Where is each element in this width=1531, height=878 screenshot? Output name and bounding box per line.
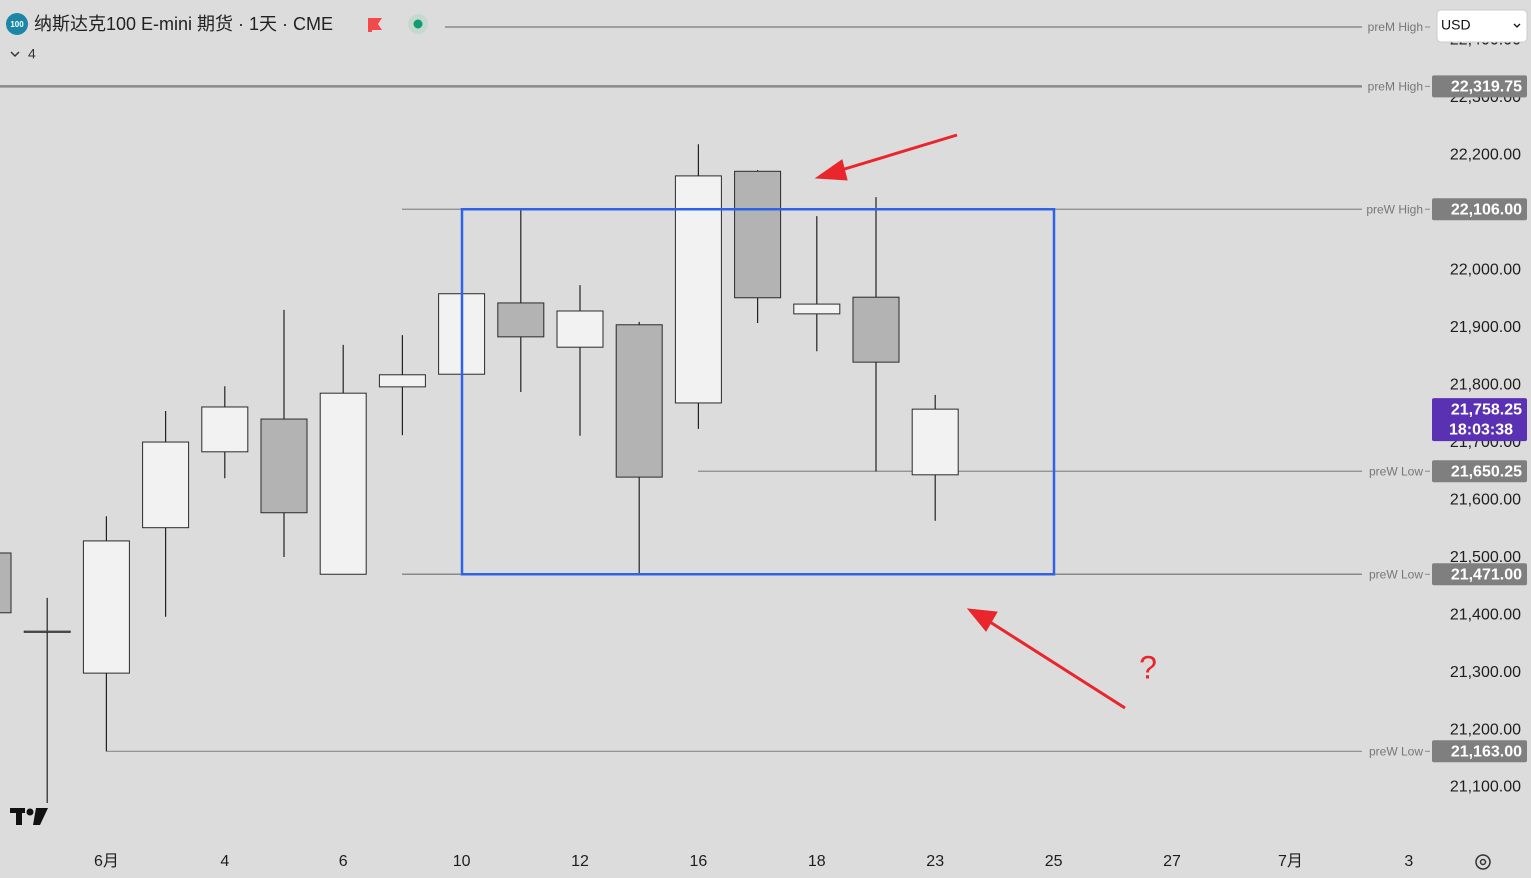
y-tick-label: 21,400.00 xyxy=(1450,606,1521,623)
y-tick-label: 21,300.00 xyxy=(1450,664,1521,681)
candle-body xyxy=(23,630,71,633)
level-name: preM High xyxy=(1368,20,1423,34)
level-price: 22,106.00 xyxy=(1451,201,1522,218)
level-name: preW Low xyxy=(1369,567,1423,581)
candle-body xyxy=(378,374,426,388)
candle-body xyxy=(260,418,308,514)
x-tick-label: 10 xyxy=(453,853,471,870)
candle-body xyxy=(142,441,190,529)
x-tick-label: 27 xyxy=(1163,853,1181,870)
range-box xyxy=(460,207,1056,576)
currency-label: USD xyxy=(1441,17,1471,33)
arrow xyxy=(837,133,958,173)
arrow xyxy=(989,620,1126,710)
level-price: 21,163.00 xyxy=(1451,744,1522,761)
chart-title: 纳斯达克100 E-mini 期货 · 1天 · CME xyxy=(34,14,333,34)
level-name: preW Low xyxy=(1369,744,1423,758)
countdown: 18:03:38 xyxy=(1449,421,1513,438)
candle-body xyxy=(201,406,249,453)
y-tick-label: 21,900.00 xyxy=(1450,319,1521,336)
x-tick-label: 16 xyxy=(690,853,708,870)
level-price: 21,471.00 xyxy=(1451,566,1522,583)
logo-part xyxy=(26,808,34,816)
x-tick-label: 25 xyxy=(1045,853,1063,870)
x-tick-label: 3 xyxy=(1404,853,1413,870)
flag-icon[interactable] xyxy=(368,18,382,32)
x-tick-label: 6月 xyxy=(94,853,119,870)
logo-part xyxy=(33,808,48,825)
candle-body xyxy=(793,303,841,315)
candle-body xyxy=(319,392,367,575)
candle-body xyxy=(556,310,604,348)
settings-icon-center xyxy=(1479,858,1487,866)
logo-part xyxy=(16,808,22,825)
annotation: ? xyxy=(1139,649,1157,685)
y-tick-label: 22,200.00 xyxy=(1450,146,1521,163)
candle-body xyxy=(0,552,12,614)
x-tick-label: 23 xyxy=(926,853,944,870)
arrow-head xyxy=(966,608,998,632)
level-price-box xyxy=(1432,740,1527,763)
arrows xyxy=(814,133,1126,710)
level-price: 21,650.25 xyxy=(1451,463,1522,480)
level-name: preM High xyxy=(1368,80,1423,94)
last-price-box xyxy=(1432,398,1527,442)
level-price-box xyxy=(1432,460,1527,483)
candle-body xyxy=(911,408,959,476)
x-tick-label: 4 xyxy=(220,853,229,870)
arrow-head xyxy=(814,159,848,181)
plot-area: 21,100.00 21,200.00 21,300.00 21,400.00 21,5… xyxy=(0,20,1527,870)
status-dot xyxy=(413,19,423,29)
candle-body xyxy=(674,175,722,404)
candle-body xyxy=(615,324,663,478)
y-tick-label: 22,000.00 xyxy=(1450,261,1521,278)
level-name: preW Low xyxy=(1369,464,1423,478)
last-price: 21,758.25 xyxy=(1451,401,1522,418)
level-price-box xyxy=(1432,75,1527,98)
settings-icon[interactable] xyxy=(1475,854,1491,870)
y-tick-label: 21,500.00 xyxy=(1450,549,1521,566)
x-tick-label: 7月 xyxy=(1278,853,1303,870)
indicator-count[interactable]: 4 xyxy=(28,46,36,62)
collapse-icon[interactable] xyxy=(10,51,20,58)
level-price-box xyxy=(1432,198,1527,221)
candle-body xyxy=(852,296,900,363)
level-price-box xyxy=(1432,563,1527,586)
dropdown-arrow xyxy=(1513,23,1521,28)
symbol-badge xyxy=(6,13,28,35)
x-tick-label: 6 xyxy=(339,853,348,870)
y-tick-label: 21,600.00 xyxy=(1450,491,1521,508)
x-tick-label: 12 xyxy=(571,853,589,870)
x-tick-label: 18 xyxy=(808,853,826,870)
level-price: 22,319.75 xyxy=(1451,79,1522,96)
y-tick-label: 21,800.00 xyxy=(1450,376,1521,393)
y-tick-label: 21,100.00 xyxy=(1450,779,1521,796)
candle-body xyxy=(734,170,782,299)
candle-body xyxy=(82,540,130,674)
currency-select[interactable] xyxy=(1436,9,1528,43)
y-tick-label: 21,200.00 xyxy=(1450,721,1521,738)
symbol-badge-text: 100 xyxy=(10,20,24,29)
logo xyxy=(10,808,48,825)
candle-body xyxy=(497,302,545,338)
level-name: preW High xyxy=(1366,202,1423,216)
